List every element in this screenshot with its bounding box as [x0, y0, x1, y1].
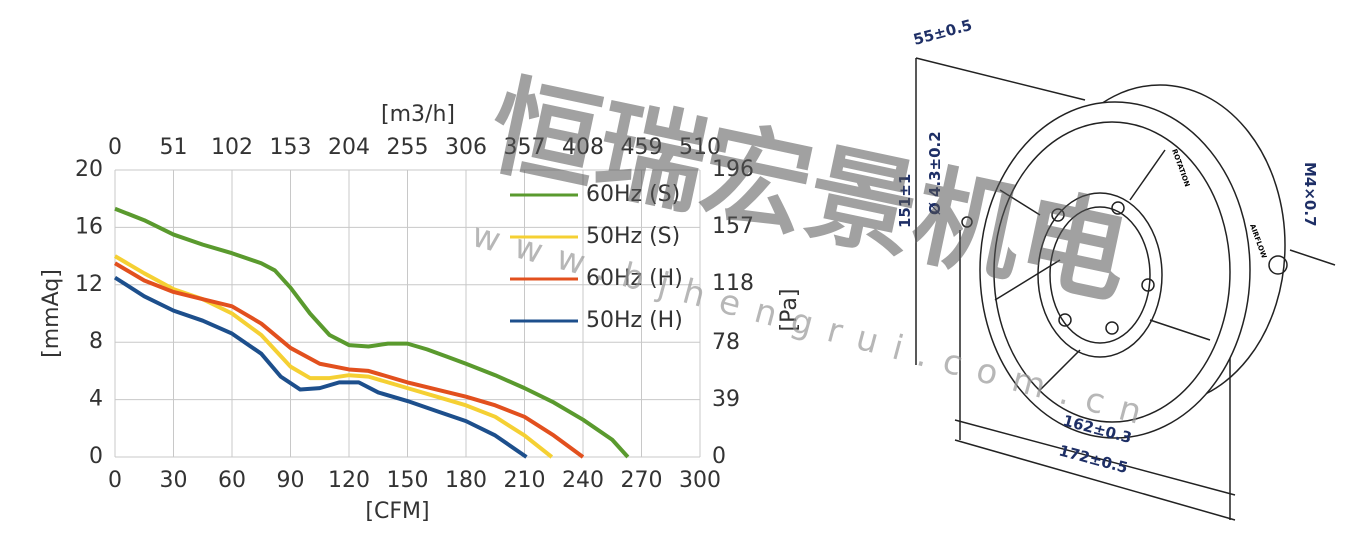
- dim-label: Ø 4.3±0.2: [926, 131, 944, 215]
- screw: [1111, 201, 1125, 215]
- y-tick-label: 16: [75, 214, 103, 239]
- blades: [994, 149, 1211, 391]
- housing-front: [979, 101, 1251, 439]
- x-tick-label: 30: [160, 468, 188, 493]
- x2-tick-label: 357: [504, 135, 546, 160]
- x2-tick-label: 204: [328, 135, 370, 160]
- screw: [1141, 278, 1155, 292]
- legend-label: 60Hz (H): [586, 266, 683, 291]
- mount-hole: [961, 216, 973, 228]
- x2-tick-label: 51: [160, 135, 188, 160]
- x2-tick-label: 306: [445, 135, 487, 160]
- y2-tick-label: 78: [712, 330, 740, 355]
- x2-tick-label: 459: [621, 135, 663, 160]
- hub-inner: [1049, 206, 1151, 344]
- x2-tick-label: 0: [108, 135, 122, 160]
- y2-tick-label: 157: [712, 214, 754, 239]
- hub: [1037, 192, 1163, 358]
- x-tick-label: 300: [679, 468, 721, 493]
- x-tick-label: 0: [108, 468, 122, 493]
- x2-tick-label: 510: [679, 135, 721, 160]
- y-tick-label: 4: [89, 387, 103, 412]
- x2-tick-label: 153: [270, 135, 312, 160]
- screw: [1105, 321, 1119, 335]
- venturi: [993, 121, 1231, 423]
- dim-line: [1289, 249, 1336, 266]
- x2-tick-label: 102: [211, 135, 253, 160]
- dim-line: [954, 439, 1236, 521]
- x2-tick-label: 255: [387, 135, 429, 160]
- x2-axis-label: [m3/h]: [381, 102, 455, 127]
- y2-tick-label: 118: [712, 271, 754, 296]
- dim-label: M4×0.7: [1301, 162, 1319, 227]
- y-axis-label: [mmAq]: [39, 269, 64, 358]
- legend-label: 50Hz (H): [586, 308, 683, 333]
- y-tick-label: 12: [75, 272, 103, 297]
- x-tick-label: 180: [445, 468, 487, 493]
- x-tick-label: 270: [621, 468, 663, 493]
- dim-line: [954, 419, 1236, 496]
- y-tick-label: 8: [89, 329, 103, 354]
- dim-label: 55±0.5: [911, 16, 974, 49]
- x-tick-label: 60: [218, 468, 246, 493]
- x-tick-label: 150: [387, 468, 429, 493]
- x-tick-label: 240: [562, 468, 604, 493]
- legend-label: 60Hz (S): [586, 182, 680, 207]
- x-tick-label: 210: [504, 468, 546, 493]
- y2-axis-label: [Pa]: [777, 289, 802, 332]
- y2-tick-label: 0: [712, 444, 726, 469]
- y2-tick-label: 39: [712, 387, 740, 412]
- x2-tick-label: 408: [562, 135, 604, 160]
- y-tick-label: 0: [89, 444, 103, 469]
- fan-drawing: 55±0.5 151±1 Ø 4.3±0.2 M4×0.7 162±0.3 17…: [896, 16, 1336, 521]
- dim-label: 151±1: [896, 174, 914, 228]
- series-line: [113, 254, 554, 459]
- y2-tick-label: 196: [712, 157, 754, 182]
- x-tick-label: 120: [328, 468, 370, 493]
- terminal: [1268, 255, 1288, 275]
- y-tick-label: 20: [75, 157, 103, 182]
- series-line: [114, 206, 630, 459]
- screw: [1058, 313, 1072, 327]
- screw: [1051, 208, 1065, 222]
- series-line: [113, 275, 528, 459]
- series-line: [113, 261, 585, 459]
- legend-label: 50Hz (S): [586, 224, 680, 249]
- x-tick-label: 90: [277, 468, 305, 493]
- airflow-label: AIRFLOW: [1248, 223, 1268, 260]
- x-axis-label: [CFM]: [365, 499, 429, 524]
- dim-line: [915, 57, 1086, 101]
